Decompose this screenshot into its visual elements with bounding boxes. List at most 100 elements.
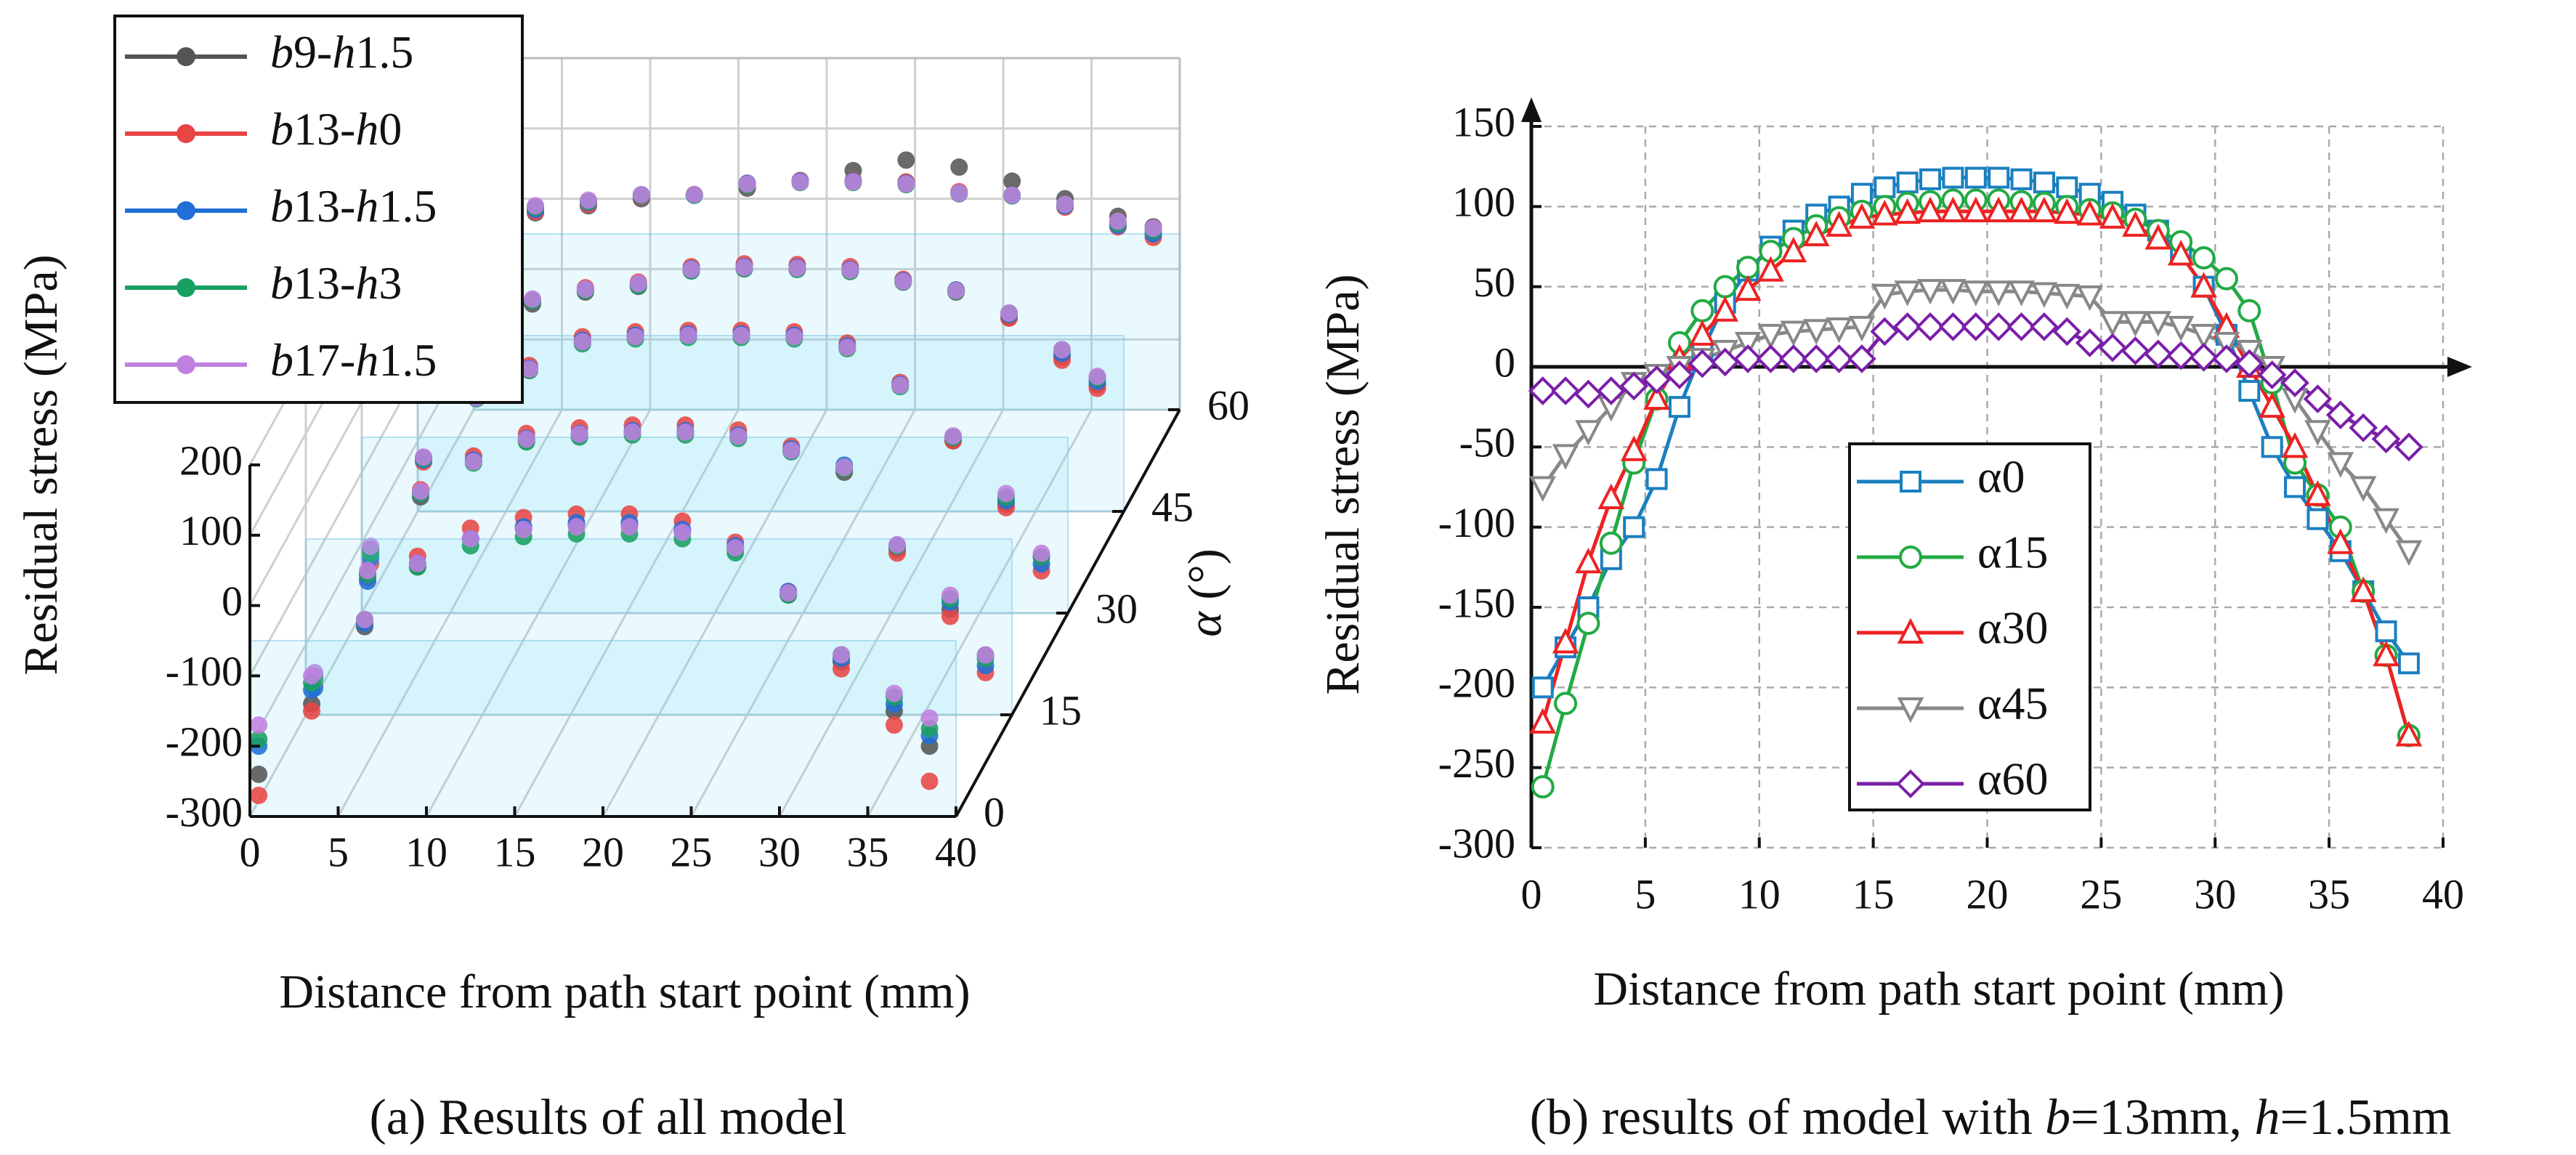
legend-marker bbox=[177, 47, 195, 66]
marker bbox=[1554, 692, 1578, 716]
data-point bbox=[567, 518, 586, 536]
marker bbox=[2052, 317, 2082, 346]
data-point bbox=[620, 518, 639, 536]
marker bbox=[1916, 312, 1945, 341]
data-point bbox=[950, 158, 968, 177]
marker bbox=[2008, 196, 2035, 222]
z-tick-label: 0 bbox=[984, 788, 1005, 835]
legend-label: b13-h3 bbox=[270, 257, 402, 309]
data-point bbox=[632, 185, 650, 203]
y-tick-label: -100 bbox=[166, 648, 243, 695]
data-point bbox=[947, 282, 965, 300]
marker bbox=[1688, 349, 1717, 378]
x-tick-label: 0 bbox=[1521, 870, 1542, 917]
marker bbox=[2304, 480, 2331, 506]
marker bbox=[2327, 452, 2354, 478]
marker bbox=[2284, 476, 2306, 498]
data-point bbox=[1032, 544, 1050, 562]
marker bbox=[1962, 280, 1990, 307]
marker bbox=[1689, 320, 1716, 346]
legend-marker bbox=[177, 278, 195, 297]
marker bbox=[2261, 436, 2283, 458]
marker bbox=[1645, 468, 1668, 490]
z-tick-label: 30 bbox=[1095, 585, 1138, 632]
data-point bbox=[629, 275, 647, 293]
y-axis-arrow bbox=[1521, 97, 1542, 122]
legend-label: b13-h1.5 bbox=[270, 180, 437, 232]
marker bbox=[2143, 339, 2173, 369]
marker bbox=[1962, 196, 1990, 222]
data-point bbox=[838, 339, 856, 357]
legend-marker bbox=[177, 124, 195, 143]
marker bbox=[1942, 166, 1964, 189]
y-tick-label: -150 bbox=[1438, 579, 1515, 626]
data-point bbox=[785, 328, 803, 346]
y-tick-label: 50 bbox=[1473, 259, 1515, 306]
marker bbox=[2395, 721, 2423, 747]
marker bbox=[1756, 344, 1786, 373]
marker bbox=[1826, 317, 1852, 344]
marker bbox=[2190, 323, 2217, 350]
marker bbox=[2076, 200, 2103, 226]
marker bbox=[1826, 211, 1852, 237]
legend-marker bbox=[177, 201, 195, 220]
data-point bbox=[1000, 304, 1018, 323]
data-point bbox=[623, 423, 641, 441]
marker bbox=[1531, 775, 1555, 799]
data-point bbox=[676, 423, 694, 441]
legend-marker bbox=[177, 355, 195, 374]
data-point bbox=[897, 175, 915, 193]
marker bbox=[2144, 311, 2172, 337]
x-tick-label: 10 bbox=[1738, 870, 1781, 917]
data-point bbox=[250, 765, 268, 783]
data-point bbox=[726, 539, 745, 557]
data-point bbox=[997, 485, 1015, 503]
marker bbox=[1619, 371, 1649, 401]
marker bbox=[1871, 200, 1898, 226]
z-tick-label: 60 bbox=[1207, 381, 1249, 429]
marker bbox=[2397, 652, 2420, 675]
marker bbox=[1668, 396, 1690, 418]
marker bbox=[1573, 379, 1603, 409]
x-tick-label: 30 bbox=[2194, 870, 2236, 917]
marker bbox=[2214, 267, 2238, 291]
data-point bbox=[520, 360, 538, 378]
y-tick-label: -200 bbox=[166, 718, 243, 766]
marker bbox=[2375, 620, 2397, 643]
x-tick-label: 0 bbox=[240, 828, 261, 875]
data-point bbox=[415, 448, 433, 466]
x-axis-label: Distance from path start point (mm) bbox=[279, 965, 970, 1018]
marker bbox=[2257, 360, 2287, 389]
marker bbox=[2373, 508, 2399, 534]
data-point bbox=[685, 185, 703, 203]
data-point bbox=[250, 730, 268, 748]
data-point bbox=[1144, 219, 1162, 238]
x-tick-label: 20 bbox=[1967, 870, 2009, 917]
marker bbox=[1757, 256, 1784, 282]
marker bbox=[1529, 476, 1556, 502]
x-tick-label: 25 bbox=[671, 828, 713, 875]
y-tick-label: 100 bbox=[1452, 179, 1515, 226]
data-point bbox=[1003, 172, 1021, 190]
marker bbox=[1894, 198, 1921, 224]
marker bbox=[1896, 171, 1919, 194]
marker bbox=[1848, 315, 1876, 342]
marker bbox=[2281, 431, 2309, 458]
marker bbox=[1757, 323, 1784, 350]
marker bbox=[2349, 476, 2377, 502]
marker bbox=[2099, 311, 2126, 337]
marker bbox=[2122, 211, 2149, 237]
caption: (b) results of model with b=13mm, h=1.5m… bbox=[1530, 1090, 2452, 1146]
marker bbox=[1596, 376, 1626, 405]
marker bbox=[1778, 344, 1808, 373]
z-tick-label: 15 bbox=[1040, 686, 1082, 734]
data-point bbox=[411, 482, 429, 500]
data-point bbox=[885, 716, 903, 734]
data-point bbox=[303, 702, 321, 720]
x-tick-label: 20 bbox=[582, 828, 624, 875]
y-tick-label: -300 bbox=[166, 788, 243, 835]
data-point bbox=[523, 290, 541, 308]
marker bbox=[2394, 432, 2423, 462]
data-point bbox=[738, 175, 756, 193]
